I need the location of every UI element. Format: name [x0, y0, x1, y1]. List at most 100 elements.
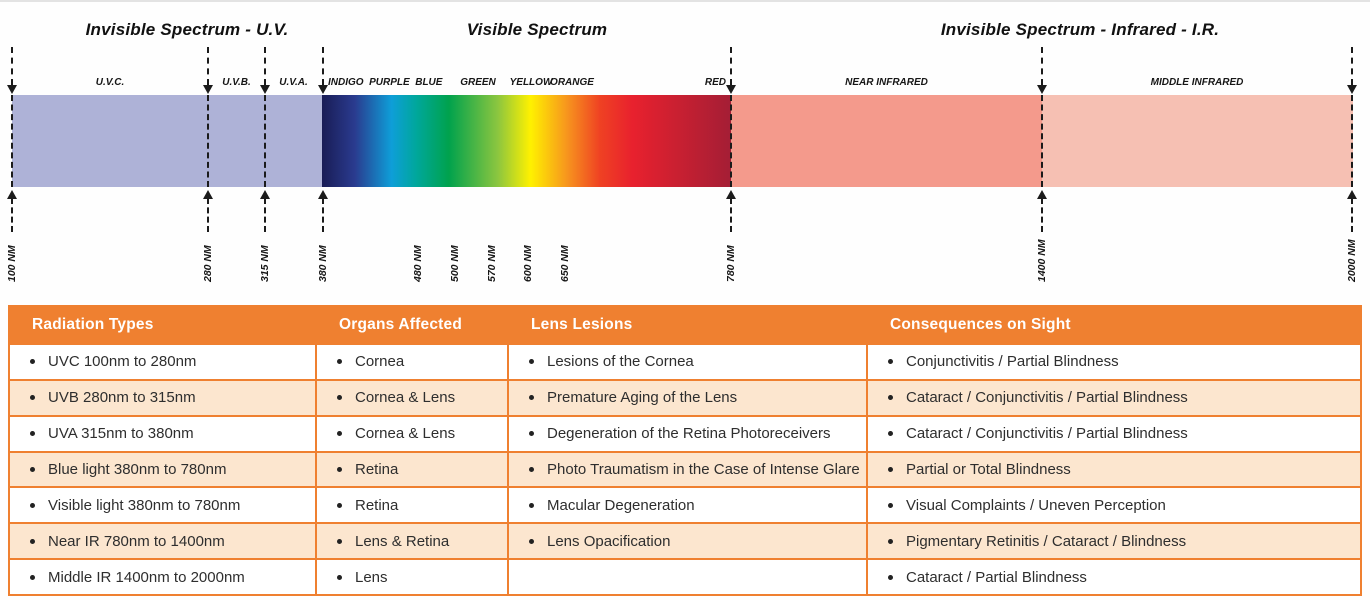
wavelength-label-100nm: 100 NM: [6, 245, 18, 282]
table-cell-r4c2: Retina: [317, 452, 507, 487]
column-header-consequences: Consequences on Sight: [868, 307, 1360, 343]
bullet-icon: [337, 574, 342, 580]
band-label-near-infrared: NEAR INFRARED: [845, 77, 928, 88]
wavelength-label-380nm: 380 NM: [317, 245, 329, 282]
bullet-icon: [529, 538, 534, 544]
table-cell-r4c1: Blue light 380nm to 780nm: [10, 452, 315, 487]
table-cell-r5c3: Macular Degeneration: [509, 488, 866, 523]
band-label-uvb: U.V.B.: [222, 77, 251, 88]
bullet-icon: [529, 395, 534, 401]
title-invisible-uv: Invisible Spectrum - U.V.: [85, 20, 289, 39]
boundary-line-780nm: [730, 95, 732, 187]
radiation-effects-table: Radiation Types Organs Affected Lens Les…: [8, 305, 1362, 596]
table-cell-r1c1: UVC 100nm to 280nm: [10, 345, 315, 379]
top-divider: [0, 0, 1370, 2]
bullet-icon: [888, 574, 893, 580]
table-cell-r3c1: UVA 315nm to 380nm: [10, 416, 315, 451]
column-header-organs-affected: Organs Affected: [317, 307, 507, 343]
table-cell-r6c4: Pigmentary Retinitis / Cataract / Blindn…: [868, 524, 1360, 559]
boundary-line-280nm: [207, 95, 209, 187]
band-label-yellow: YELLOW: [509, 77, 553, 88]
wavelength-label-315nm: 315 NM: [259, 245, 271, 282]
bullet-icon: [337, 431, 342, 437]
bullet-icon: [888, 359, 893, 365]
bullet-icon: [30, 538, 35, 544]
arrow-down-1400nm-icon: [1037, 47, 1047, 94]
wavelength-label-480nm: 480 NM: [412, 245, 424, 282]
table-cell-r5c1: Visible light 380nm to 780nm: [10, 488, 315, 523]
visible-band: [322, 95, 731, 187]
bullet-icon: [30, 395, 35, 401]
bullet-icon: [529, 359, 534, 365]
column-header-radiation-types: Radiation Types: [10, 307, 315, 343]
arrow-down-100nm-icon: [7, 47, 17, 94]
table-cell-r4c3: Photo Traumatism in the Case of Intense …: [509, 452, 866, 487]
arrow-up-780nm-icon: [726, 190, 736, 232]
table-cell-r5c2: Retina: [317, 488, 507, 523]
table-cell-r3c2: Cornea & Lens: [317, 416, 507, 451]
bullet-icon: [337, 466, 342, 472]
bullet-icon: [888, 431, 893, 437]
arrow-up-280nm-icon: [203, 190, 213, 232]
spectrum-bar: [12, 95, 1353, 187]
arrow-down-780nm-icon: [726, 47, 736, 94]
table-cell-r6c1: Near IR 780nm to 1400nm: [10, 524, 315, 559]
middle-infrared-band: [1042, 95, 1353, 187]
arrow-up-2000nm-icon: [1347, 190, 1357, 232]
table-cell-r2c2: Cornea & Lens: [317, 380, 507, 415]
wavelength-label-570nm: 570 NM: [486, 245, 498, 282]
bullet-icon: [30, 574, 35, 580]
bullet-icon: [337, 359, 342, 365]
bullet-icon: [337, 395, 342, 401]
band-label-uva: U.V.A.: [279, 77, 308, 88]
bullet-icon: [529, 502, 534, 508]
table-cell-r5c4: Visual Complaints / Uneven Perception: [868, 488, 1360, 523]
arrow-up-100nm-icon: [7, 190, 17, 232]
bullet-icon: [30, 466, 35, 472]
boundary-line-315nm: [264, 95, 266, 187]
wavelength-label-650nm: 650 NM: [559, 245, 571, 282]
band-label-orange: ORANGE: [550, 77, 594, 88]
table-cell-r3c3: Degeneration of the Retina Photoreceiver…: [509, 416, 866, 451]
near-infrared-band: [731, 95, 1042, 187]
boundary-line-1400nm: [1041, 95, 1043, 187]
table-cell-r6c3: Lens Opacification: [509, 524, 866, 559]
title-invisible-ir: Invisible Spectrum - Infrared - I.R.: [940, 20, 1220, 39]
band-label-middle-infrared: MIDDLE INFRARED: [1150, 77, 1244, 88]
wavelength-label-280nm: 280 NM: [202, 245, 214, 282]
arrow-down-380nm-icon: [318, 47, 328, 94]
arrow-down-315nm-icon: [260, 47, 270, 94]
table-cell-r3c4: Cataract / Conjunctivitis / Partial Blin…: [868, 416, 1360, 451]
wavelength-label-1400nm: 1400 NM: [1036, 239, 1048, 282]
bullet-icon: [888, 538, 893, 544]
bullet-icon: [888, 466, 893, 472]
table-cell-r6c2: Lens & Retina: [317, 524, 507, 559]
arrow-up-315nm-icon: [260, 190, 270, 232]
arrow-up-1400nm-icon: [1037, 190, 1047, 232]
bullet-icon: [30, 359, 35, 365]
table-cell-r2c4: Cataract / Conjunctivitis / Partial Blin…: [868, 380, 1360, 415]
band-label-uvc: U.V.C.: [95, 77, 125, 88]
bullet-icon: [30, 502, 35, 508]
column-header-lens-lesions: Lens Lesions: [509, 307, 866, 343]
bullet-icon: [337, 538, 342, 544]
table-cell-r1c4: Conjunctivitis / Partial Blindness: [868, 345, 1360, 379]
boundary-line-100nm: [11, 95, 13, 187]
table-cell-r7c1: Middle IR 1400nm to 2000nm: [10, 560, 315, 594]
wavelength-label-780nm: 780 NM: [725, 245, 737, 282]
wavelength-label-2000nm: 2000 NM: [1346, 239, 1358, 282]
arrow-down-2000nm-icon: [1347, 47, 1357, 94]
arrow-up-380nm-icon: [318, 190, 328, 232]
band-label-red: RED: [704, 77, 726, 88]
bullet-icon: [529, 466, 534, 472]
boundary-line-2000nm: [1351, 95, 1353, 187]
table-cell-r7c2: Lens: [317, 560, 507, 594]
wavelength-label-600nm: 600 NM: [522, 245, 534, 282]
wavelength-label-500nm: 500 NM: [449, 245, 461, 282]
arrow-down-280nm-icon: [203, 47, 213, 94]
table-cell-r2c1: UVB 280nm to 315nm: [10, 380, 315, 415]
table-cell-r2c3: Premature Aging of the Lens: [509, 380, 866, 415]
table-cell-r4c4: Partial or Total Blindness: [868, 452, 1360, 487]
bullet-icon: [337, 502, 342, 508]
